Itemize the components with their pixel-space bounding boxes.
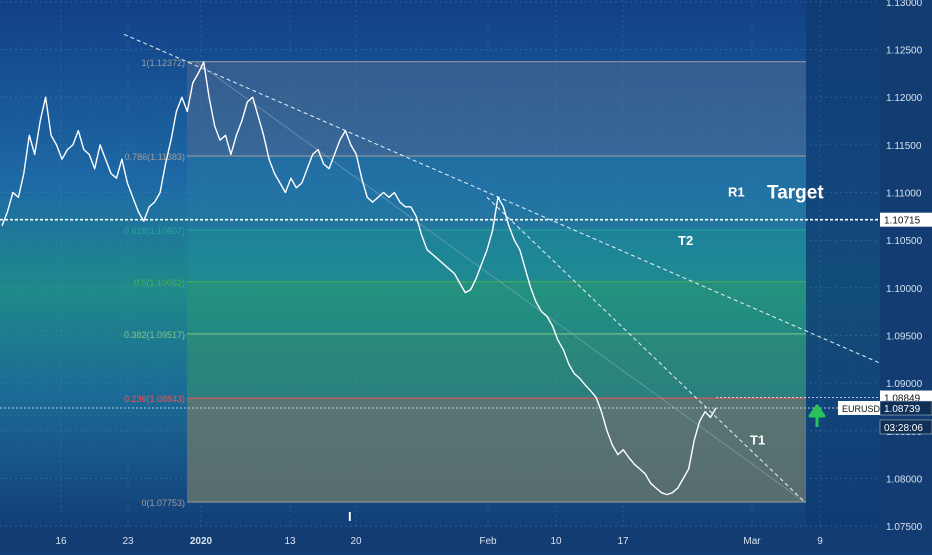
trendlines bbox=[123, 33, 881, 503]
projection-trendline-1 bbox=[486, 196, 806, 503]
y-tick-label: 1.13000 bbox=[886, 0, 923, 9]
fibonacci-lines: 1(1.12372) 0.786(1.11383) 0.618(1.10607) 0.… bbox=[124, 58, 806, 508]
fibonacci-zone bbox=[187, 229, 806, 282]
y-tick-label: 1.09500 bbox=[886, 331, 923, 342]
price-line bbox=[1, 61, 717, 496]
annotation-t2: T2 bbox=[678, 233, 693, 248]
y-tick-label: 1.10500 bbox=[886, 236, 923, 247]
y-tick-label: 1.10000 bbox=[886, 284, 923, 295]
y-tick-label: 1.11500 bbox=[886, 141, 922, 152]
annotation-i: I bbox=[348, 509, 352, 524]
annotations: R1 Target T2 T1 I bbox=[348, 183, 826, 524]
fibonacci-label: 0.236(1.08843) bbox=[124, 394, 185, 404]
projection-trendline-2 bbox=[195, 61, 806, 503]
right-panel-shade bbox=[806, 0, 880, 528]
x-tick-label: 23 bbox=[122, 536, 134, 547]
time-axis[interactable]: 16 23 2020 13 20 Feb 10 17 Mar 9 bbox=[55, 536, 823, 547]
time-axis-panel bbox=[0, 528, 880, 550]
up-arrow-icon bbox=[808, 404, 826, 427]
y-tick-label: 1.11000 bbox=[886, 189, 922, 200]
fibonacci-label: 0.618(1.10607) bbox=[124, 226, 185, 236]
annotation-target: Target bbox=[767, 183, 824, 204]
fibonacci-zone bbox=[187, 61, 806, 157]
symbol-tag-box bbox=[838, 401, 880, 416]
annotation-r1: R1 bbox=[728, 185, 745, 200]
horizontal-lines bbox=[0, 218, 880, 409]
price-label: 1.10715 bbox=[884, 216, 921, 227]
fibonacci-label: 0.786(1.11383) bbox=[125, 152, 185, 162]
fibonacci-label: 0.5(1.10062) bbox=[134, 278, 185, 288]
x-tick-label: 17 bbox=[617, 536, 629, 547]
fibonacci-label: 1(1.12372) bbox=[141, 58, 185, 68]
price-label: 03:28:06 bbox=[884, 423, 923, 434]
fibonacci-zone bbox=[187, 333, 806, 399]
price-label: 1.08849 bbox=[884, 394, 921, 405]
x-tick-label: 10 bbox=[550, 536, 562, 547]
fibonacci-zone bbox=[187, 156, 806, 230]
x-tick-label: Feb bbox=[479, 536, 497, 547]
y-tick-label: 1.07500 bbox=[886, 522, 923, 533]
price-series bbox=[1, 61, 717, 496]
fibonacci-zone bbox=[187, 281, 806, 334]
price-label-box bbox=[880, 212, 932, 227]
fibonacci-label: 0.382(1.09517) bbox=[124, 330, 185, 340]
symbol-tag: EURUSD bbox=[842, 404, 881, 414]
y-tick-label: 1.12500 bbox=[886, 46, 923, 57]
x-tick-label: 9 bbox=[817, 536, 823, 547]
y-tick-label: 1.12000 bbox=[886, 93, 923, 104]
y-tick-label: 1.08000 bbox=[886, 474, 923, 485]
x-tick-label: 16 bbox=[55, 536, 67, 547]
fibonacci-zones bbox=[187, 61, 806, 502]
x-tick-label: 20 bbox=[350, 536, 362, 547]
x-tick-label: Mar bbox=[743, 536, 761, 547]
x-tick-label: 2020 bbox=[190, 536, 213, 547]
resistance-trendline bbox=[123, 33, 881, 364]
price-label-box bbox=[879, 419, 932, 435]
price-axis-panel bbox=[880, 0, 932, 550]
x-tick-label: 13 bbox=[284, 536, 296, 547]
y-tick-label: 1.09000 bbox=[886, 379, 923, 390]
fibonacci-label: 0(1.07753) bbox=[141, 498, 185, 508]
price-label: 1.08739 bbox=[884, 404, 921, 415]
annotation-t1: T1 bbox=[750, 432, 765, 447]
